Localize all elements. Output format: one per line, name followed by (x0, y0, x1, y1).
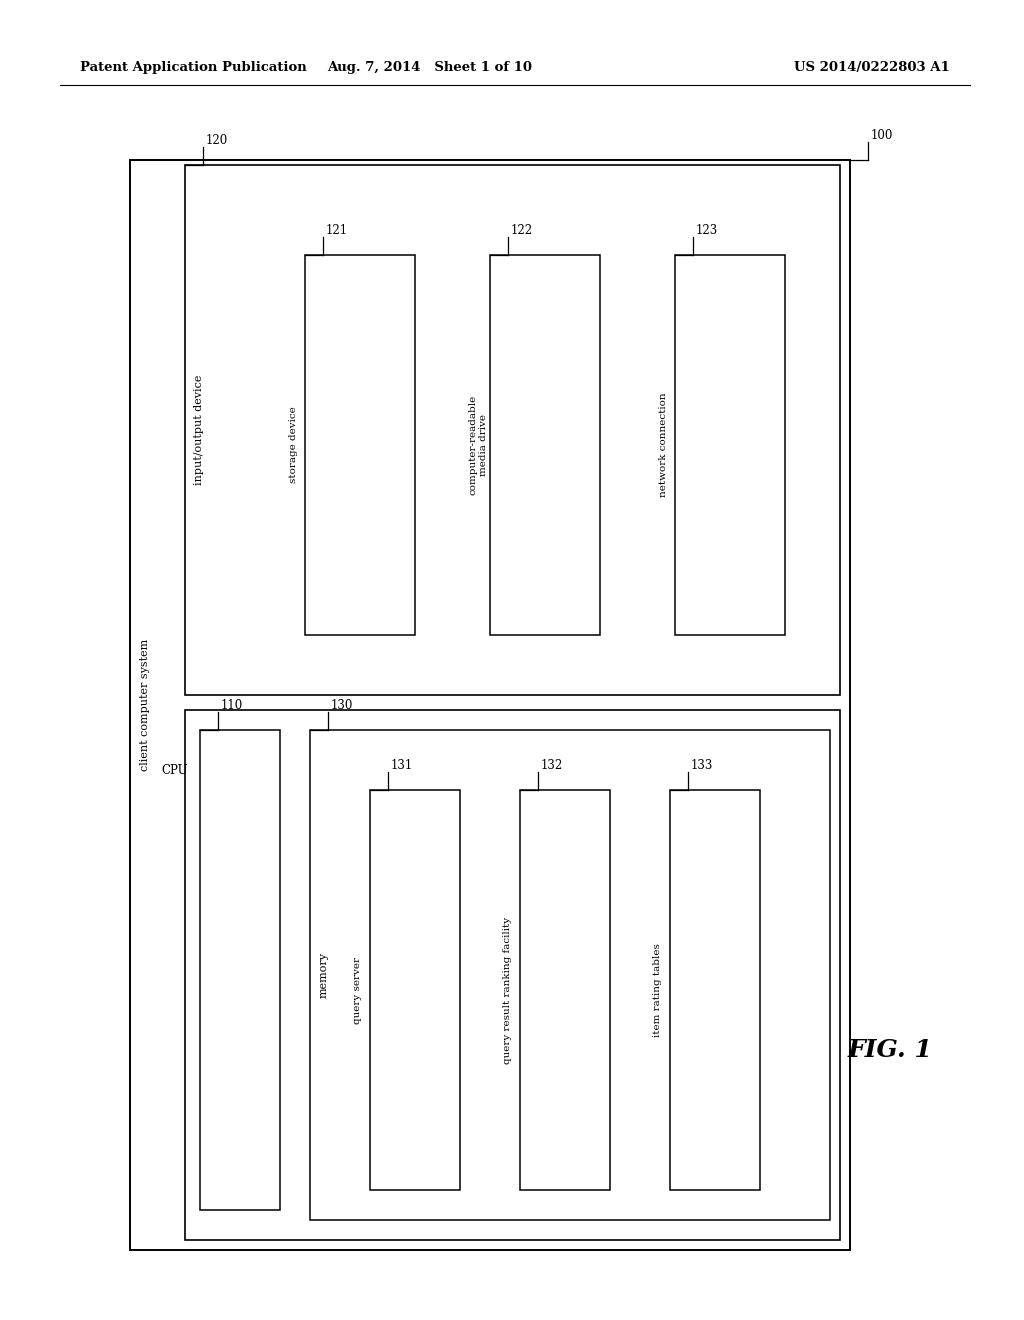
Text: client computer system: client computer system (140, 639, 150, 771)
Text: query server: query server (353, 957, 362, 1023)
Text: computer-readable
media drive: computer-readable media drive (468, 395, 487, 495)
Bar (370, 789, 460, 1191)
Bar (305, 255, 415, 635)
Bar (520, 789, 610, 1191)
Bar (310, 730, 830, 1220)
Text: CPU: CPU (162, 763, 188, 776)
Text: Patent Application Publication: Patent Application Publication (80, 62, 307, 74)
Bar (130, 160, 850, 1250)
Text: 121: 121 (326, 224, 348, 238)
Bar (200, 730, 280, 1210)
Text: memory: memory (319, 952, 329, 998)
Bar (490, 255, 600, 635)
Bar (185, 165, 840, 696)
Text: 120: 120 (206, 135, 228, 147)
Text: 130: 130 (331, 700, 353, 711)
Text: 132: 132 (541, 759, 563, 772)
Text: storage device: storage device (289, 407, 298, 483)
Text: 131: 131 (391, 759, 414, 772)
Text: 123: 123 (696, 224, 718, 238)
Text: Aug. 7, 2014   Sheet 1 of 10: Aug. 7, 2014 Sheet 1 of 10 (328, 62, 532, 74)
Text: network connection: network connection (658, 392, 668, 498)
Bar (670, 789, 760, 1191)
Text: query result ranking facility: query result ranking facility (504, 916, 512, 1064)
Text: US 2014/0222803 A1: US 2014/0222803 A1 (795, 62, 950, 74)
Text: 133: 133 (691, 759, 714, 772)
Bar (185, 710, 840, 1239)
Text: input/output device: input/output device (194, 375, 204, 486)
Bar (675, 255, 785, 635)
Text: FIG. 1: FIG. 1 (848, 1038, 933, 1063)
Text: 110: 110 (221, 700, 244, 711)
Text: item rating tables: item rating tables (653, 942, 663, 1038)
Text: 122: 122 (511, 224, 534, 238)
Text: 100: 100 (871, 129, 893, 143)
